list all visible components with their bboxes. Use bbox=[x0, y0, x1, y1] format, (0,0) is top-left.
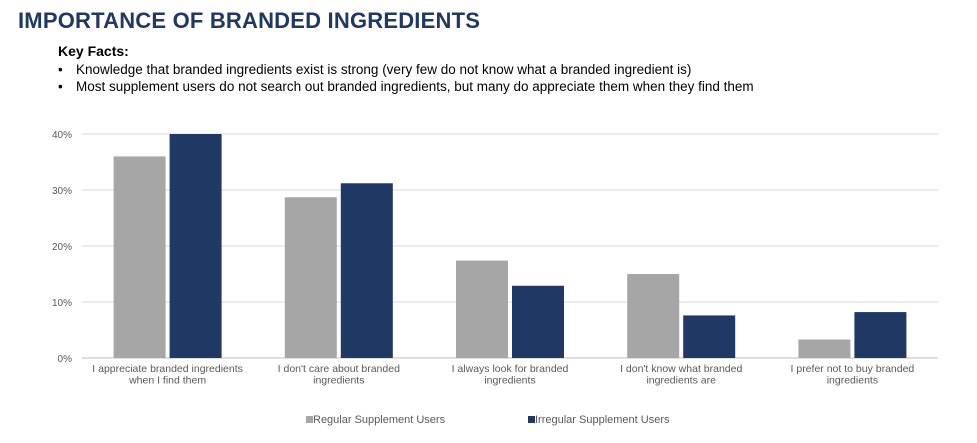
x-category-label: ingredients are bbox=[646, 375, 716, 387]
bar-irregular bbox=[683, 315, 736, 358]
key-fact-item: Most supplement users do not search out … bbox=[58, 78, 754, 95]
x-category-label: ingredients bbox=[484, 375, 535, 387]
y-tick-label: 20% bbox=[52, 242, 72, 253]
bar-regular bbox=[456, 260, 508, 358]
key-facts-list: Knowledge that branded ingredients exist… bbox=[58, 61, 754, 95]
legend-swatch bbox=[528, 416, 535, 423]
bar-irregular bbox=[512, 285, 564, 358]
bar-irregular bbox=[169, 134, 222, 358]
y-tick-label: 10% bbox=[52, 298, 72, 309]
key-facts-heading: Key Facts: bbox=[58, 43, 129, 59]
x-category-label: I appreciate branded ingredients bbox=[92, 363, 243, 375]
key-fact-item: Knowledge that branded ingredients exist… bbox=[58, 61, 754, 78]
x-category-label: I always look for branded bbox=[452, 363, 569, 375]
y-tick-label: 40% bbox=[52, 130, 72, 141]
x-category-label: I don't care about branded bbox=[278, 363, 400, 375]
x-category-label: ingredients bbox=[313, 375, 364, 387]
bar-regular bbox=[284, 197, 337, 358]
bar-irregular bbox=[854, 312, 907, 358]
legend-label: Regular Supplement Users bbox=[313, 414, 446, 426]
bar-regular bbox=[113, 156, 166, 358]
page-title: IMPORTANCE OF BRANDED INGREDIENTS bbox=[18, 8, 481, 33]
x-category-label: when I find them bbox=[128, 375, 206, 387]
x-category-label: ingredients bbox=[827, 375, 878, 387]
x-category-label: I prefer not to buy branded bbox=[791, 363, 915, 375]
legend-label: Irregular Supplement Users bbox=[535, 414, 670, 426]
y-tick-label: 30% bbox=[52, 186, 72, 197]
bar-regular bbox=[627, 274, 680, 358]
x-category-label: I don't know what branded bbox=[620, 363, 742, 375]
legend-swatch bbox=[306, 416, 313, 423]
y-tick-label: 0% bbox=[58, 354, 73, 365]
bar-irregular bbox=[340, 183, 393, 358]
bar-regular bbox=[798, 339, 851, 358]
